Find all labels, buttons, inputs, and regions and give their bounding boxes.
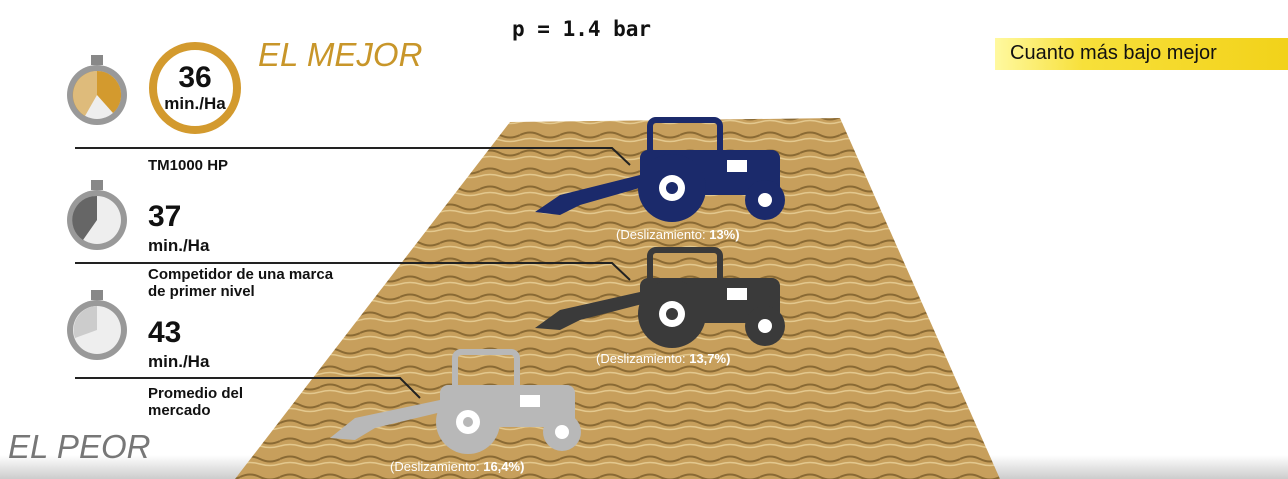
stopwatch xyxy=(67,290,127,360)
best-ring xyxy=(149,42,241,134)
best-label: EL MEJOR xyxy=(258,36,423,73)
slip-text: (Deslizamiento: xyxy=(390,459,480,474)
time: 36 xyxy=(178,61,212,94)
leader-line xyxy=(75,262,631,281)
unit: min./Ha xyxy=(148,352,210,371)
time: 37 xyxy=(148,200,182,233)
slip-label: (Deslizamiento: 13,7%) xyxy=(596,351,730,366)
entry-name: Competidor de una marca de primer nivel xyxy=(148,266,334,300)
note: Cuanto más bajo mejor xyxy=(1010,42,1217,64)
leader-line xyxy=(75,377,421,399)
pressure: p = 1.4 bar xyxy=(512,17,652,41)
entry-name: Promedio del mercado xyxy=(148,385,244,419)
tractor xyxy=(330,349,581,454)
tractor xyxy=(535,247,785,348)
leader-line xyxy=(75,147,631,166)
stopwatch xyxy=(67,55,127,125)
stopwatch xyxy=(67,180,127,250)
slip-value: 13,7%) xyxy=(689,351,731,366)
unit: min./Ha xyxy=(164,94,226,113)
slip-value: 13%) xyxy=(709,227,740,242)
slip-label: (Deslizamiento: 16,4%) xyxy=(390,459,524,474)
entry-name: TM1000 HP xyxy=(148,157,229,174)
slip-text: (Deslizamiento: xyxy=(596,351,686,366)
unit: min./Ha xyxy=(148,236,210,255)
slip-value: 16,4%) xyxy=(483,459,525,474)
worst-label: EL PEOR xyxy=(8,428,151,465)
slip-label: (Deslizamiento: 13%) xyxy=(616,227,740,242)
note-box xyxy=(995,38,1288,70)
tractor xyxy=(535,117,785,222)
slip-text: (Deslizamiento: xyxy=(616,227,706,242)
time: 43 xyxy=(148,316,182,349)
